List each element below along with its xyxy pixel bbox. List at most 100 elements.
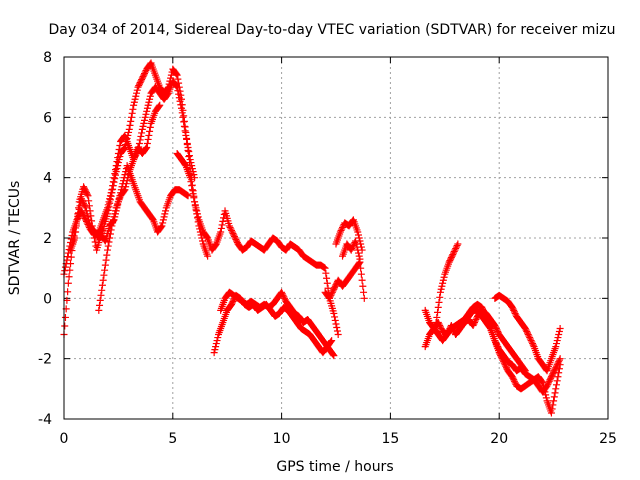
data-point [184, 144, 192, 151]
data-point [347, 246, 355, 254]
data-point [143, 104, 151, 112]
data-point [75, 204, 83, 212]
data-point [186, 156, 194, 164]
data-point [440, 273, 448, 281]
data-point [331, 313, 339, 321]
data-point [138, 129, 146, 137]
data-point [142, 110, 150, 118]
data-point [452, 243, 460, 251]
data-point [80, 184, 88, 192]
data-point [554, 373, 562, 381]
data-point [233, 237, 241, 245]
data-point [61, 313, 69, 321]
data-point [141, 70, 149, 78]
data-point [528, 338, 536, 346]
data-point [547, 409, 555, 417]
y-tick-label: 4 [43, 171, 52, 187]
data-point [138, 125, 146, 133]
data-point [180, 112, 188, 120]
data-point [141, 113, 149, 121]
data-point [492, 340, 500, 348]
data-point [179, 113, 187, 121]
data-point [99, 276, 107, 284]
data-point [203, 233, 211, 241]
data-point [105, 198, 113, 206]
data-point [143, 144, 151, 151]
series-trace-n [491, 291, 564, 375]
data-point [493, 341, 501, 349]
data-point [336, 228, 344, 236]
data-point [550, 367, 558, 375]
data-point [181, 161, 189, 169]
data-point [351, 239, 359, 247]
data-point [439, 276, 447, 284]
data-point [552, 385, 560, 393]
data-point [212, 343, 220, 351]
data-point [434, 303, 442, 311]
data-point [279, 291, 287, 299]
data-point [502, 362, 510, 370]
data-point [354, 249, 362, 257]
data-point [453, 242, 461, 250]
data-point [101, 261, 109, 269]
data-point [138, 74, 146, 82]
data-point [113, 165, 121, 173]
data-point [354, 246, 362, 254]
data-point [140, 119, 148, 127]
data-point [213, 337, 221, 345]
data-point [158, 222, 166, 230]
data-point [191, 201, 199, 209]
data-point [199, 237, 207, 245]
data-point [193, 207, 201, 215]
data-point [435, 298, 443, 306]
data-point [331, 282, 339, 290]
data-point [95, 306, 103, 314]
data-point [111, 170, 119, 178]
data-point [110, 213, 118, 221]
data-point [472, 315, 480, 323]
data-point [193, 210, 201, 218]
data-point [78, 208, 86, 216]
data-point [61, 267, 69, 275]
data-point [159, 216, 167, 224]
data-point [226, 223, 234, 231]
data-point [187, 178, 195, 186]
data-point [191, 198, 199, 206]
data-point [162, 207, 170, 215]
data-point [321, 264, 329, 272]
data-point [130, 98, 138, 106]
data-point [185, 152, 193, 160]
data-point [74, 210, 82, 218]
data-point [327, 291, 335, 299]
data-point [450, 249, 458, 257]
y-tick-label: 6 [43, 110, 52, 126]
data-point [109, 178, 117, 186]
data-point [526, 334, 534, 342]
data-point [98, 286, 106, 294]
data-point [97, 291, 105, 299]
data-point [214, 334, 222, 342]
data-point [447, 255, 455, 263]
series-trace-l [421, 300, 564, 396]
y-tick-label: -4 [38, 412, 52, 428]
data-point [218, 221, 226, 229]
data-point [176, 97, 184, 105]
data-point [358, 276, 366, 284]
data-point [491, 337, 499, 345]
data-point [71, 234, 79, 242]
data-point [72, 222, 80, 230]
data-point [510, 306, 518, 314]
data-point [331, 316, 339, 324]
data-point [104, 204, 112, 212]
data-point [545, 379, 553, 387]
data-point [359, 282, 367, 290]
data-point [548, 371, 556, 379]
data-point [192, 204, 200, 212]
data-point [210, 349, 218, 357]
data-point [80, 201, 88, 209]
data-point [493, 326, 501, 334]
data-point [217, 228, 225, 236]
data-point [352, 240, 360, 248]
data-point [129, 105, 137, 113]
data-point [86, 207, 94, 215]
